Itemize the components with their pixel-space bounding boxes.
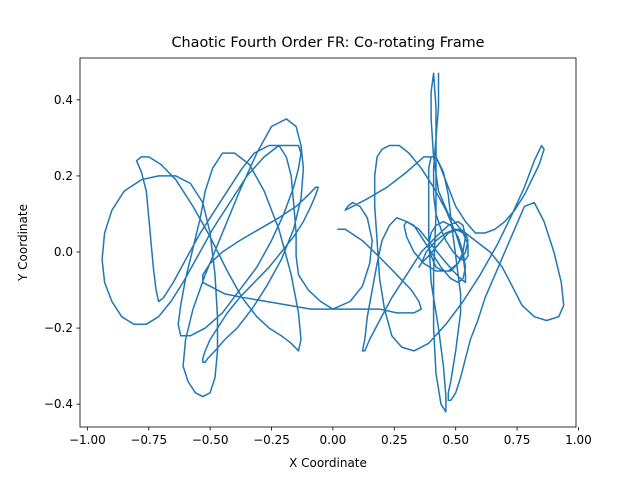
x-tick-label: 0.25 xyxy=(381,433,408,447)
x-tick-label: −0.25 xyxy=(253,433,290,447)
x-tick-label: 0.75 xyxy=(504,433,531,447)
chart-title: Chaotic Fourth Order FR: Co-rotating Fra… xyxy=(171,35,484,51)
x-tick-label: 0.00 xyxy=(320,433,347,447)
y-tick-label: 0.0 xyxy=(54,245,73,259)
data-line-group xyxy=(101,72,565,413)
y-tick-label: 0.2 xyxy=(54,169,73,183)
x-tick-label: −0.75 xyxy=(130,433,167,447)
y-tick-label: −0.2 xyxy=(44,321,73,335)
y-axis: −0.4 −0.2 0.0 0.2 0.4 xyxy=(44,93,80,411)
series-line xyxy=(101,72,565,413)
y-tick-label: 0.4 xyxy=(54,93,73,107)
x-axis-label: X Coordinate xyxy=(289,456,367,470)
x-tick-label: 0.50 xyxy=(442,433,469,447)
x-tick-label: −0.50 xyxy=(192,433,229,447)
plot-frame xyxy=(79,57,577,428)
y-tick-label: −0.4 xyxy=(44,397,73,411)
y-axis-label: Y Coordinate xyxy=(16,204,30,282)
plot-area xyxy=(80,58,576,427)
x-axis: −1.00 −0.75 −0.50 −0.25 0.00 0.25 0.50 0.75 1.00 xyxy=(69,427,592,447)
x-tick-label: 1.00 xyxy=(565,433,592,447)
x-tick-label: −1.00 xyxy=(69,433,106,447)
